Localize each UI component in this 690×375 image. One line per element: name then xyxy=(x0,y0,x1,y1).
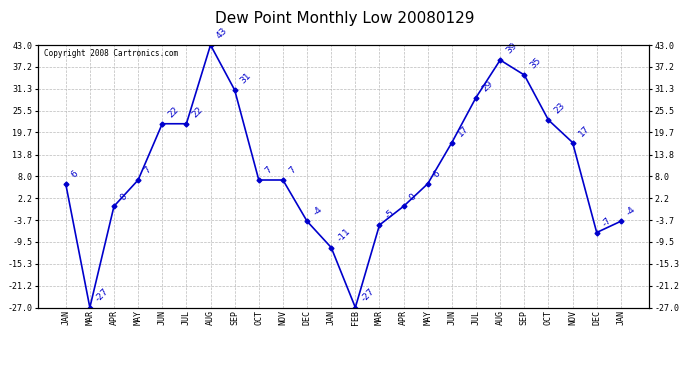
Text: 39: 39 xyxy=(504,41,519,56)
Text: -11: -11 xyxy=(335,226,352,243)
Text: 7: 7 xyxy=(263,165,273,176)
Text: 7: 7 xyxy=(287,165,297,176)
Text: 17: 17 xyxy=(577,124,591,138)
Text: -27: -27 xyxy=(94,286,110,303)
Text: -5: -5 xyxy=(384,208,396,221)
Text: Copyright 2008 Cartronics.com: Copyright 2008 Cartronics.com xyxy=(44,49,178,58)
Text: 35: 35 xyxy=(529,56,543,71)
Text: 0: 0 xyxy=(118,192,128,202)
Text: -27: -27 xyxy=(359,286,376,303)
Text: 6: 6 xyxy=(70,169,80,180)
Text: 31: 31 xyxy=(239,71,253,86)
Text: -4: -4 xyxy=(625,204,638,217)
Text: 22: 22 xyxy=(166,105,181,120)
Text: 7: 7 xyxy=(142,165,152,176)
Text: 0: 0 xyxy=(408,192,418,202)
Text: 22: 22 xyxy=(190,105,205,120)
Text: 23: 23 xyxy=(553,101,567,116)
Text: Dew Point Monthly Low 20080129: Dew Point Monthly Low 20080129 xyxy=(215,11,475,26)
Text: 6: 6 xyxy=(432,169,442,180)
Text: 29: 29 xyxy=(480,79,495,93)
Text: -4: -4 xyxy=(311,204,324,217)
Text: -7: -7 xyxy=(601,216,613,228)
Text: 17: 17 xyxy=(456,124,471,138)
Text: 43: 43 xyxy=(215,26,229,41)
